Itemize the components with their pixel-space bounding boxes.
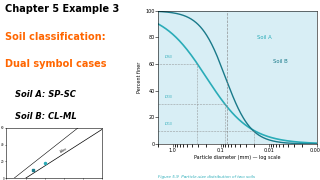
- Text: Soil A: Soil A: [257, 35, 271, 40]
- Text: $D_{10}$: $D_{10}$: [164, 120, 173, 128]
- Text: $D_{60}$: $D_{60}$: [164, 54, 173, 61]
- Text: Figure 5.9  Particle-size distribution of two soils: Figure 5.9 Particle-size distribution of…: [158, 175, 255, 179]
- Text: Soil B: Soil B: [274, 59, 288, 64]
- Text: Chapter 5 Example 3: Chapter 5 Example 3: [4, 4, 119, 14]
- Y-axis label: Percent finer: Percent finer: [137, 62, 142, 93]
- X-axis label: Particle diameter (mm) — log scale: Particle diameter (mm) — log scale: [194, 155, 281, 160]
- Text: Dual symbol cases: Dual symbol cases: [4, 59, 106, 69]
- Text: Soil B: CL-ML: Soil B: CL-ML: [15, 112, 77, 121]
- Text: A-line: A-line: [59, 147, 68, 154]
- Text: Soil classification:: Soil classification:: [4, 32, 105, 42]
- Text: $D_{30}$: $D_{30}$: [164, 94, 173, 101]
- Text: Soil A: SP-SC: Soil A: SP-SC: [15, 90, 76, 99]
